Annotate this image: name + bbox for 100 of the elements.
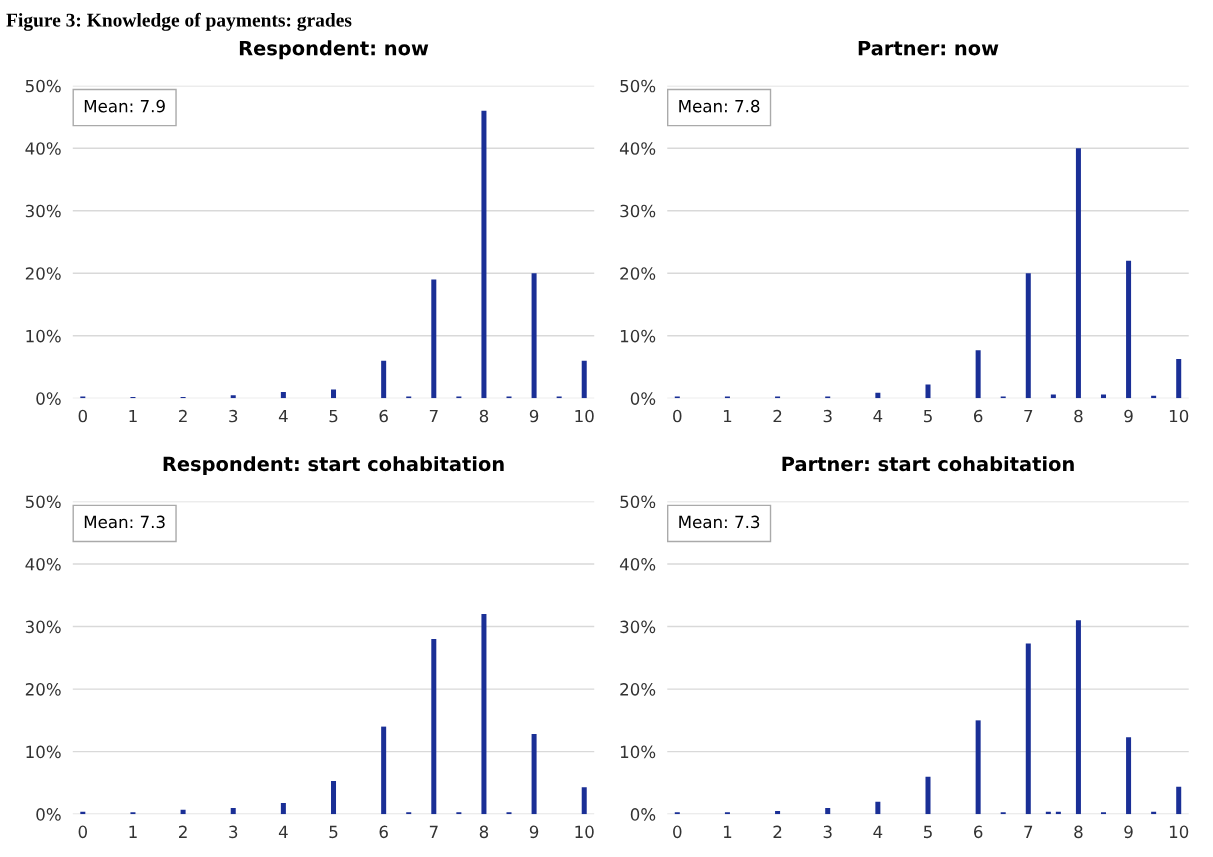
x-tick-label: 2 xyxy=(773,825,782,838)
bar xyxy=(825,807,831,815)
x-tick-label: 3 xyxy=(823,825,832,839)
x-tick-label: 0 xyxy=(78,409,87,423)
x-tick-label: 9 xyxy=(529,409,539,423)
annotation: Mean: 7.8 xyxy=(679,99,760,113)
bar xyxy=(381,360,387,399)
x-tick-label: 10 xyxy=(1169,825,1189,839)
x-tick-label: 2 xyxy=(773,409,782,423)
y-tick-label: 0% xyxy=(630,392,656,405)
x-tick-label: 8 xyxy=(479,409,489,423)
annotation: Mean: 7.3 xyxy=(679,515,760,529)
y-tick-label: 50% xyxy=(620,79,656,93)
x-tick-label: 4 xyxy=(278,825,288,838)
bar xyxy=(481,614,487,815)
x-tick-label: 4 xyxy=(278,409,288,423)
y-tick-label: 0% xyxy=(630,808,656,821)
bar xyxy=(1025,273,1031,399)
bar xyxy=(1075,620,1081,815)
x-tick-label: 7 xyxy=(429,409,438,423)
x-tick-label: 5 xyxy=(923,825,932,839)
x-tick-label: 9 xyxy=(1124,825,1133,839)
x-tick-label: 1 xyxy=(723,409,732,423)
x-tick-label: 7 xyxy=(1024,409,1033,423)
bar xyxy=(531,734,537,815)
x-tick-label: 8 xyxy=(1074,409,1083,423)
y-tick-label: 40% xyxy=(619,142,656,155)
bar xyxy=(280,802,286,815)
bar xyxy=(925,384,931,399)
x-tick-label: 1 xyxy=(129,409,137,423)
y-tick-label: 30% xyxy=(620,620,656,634)
x-tick-label: 8 xyxy=(1074,825,1083,839)
bar xyxy=(381,726,387,815)
y-tick-label: 10% xyxy=(620,329,656,343)
bar xyxy=(280,392,286,399)
x-tick-label: 3 xyxy=(229,409,238,423)
x-tick-label: 5 xyxy=(923,409,932,423)
bar xyxy=(230,395,236,399)
bar xyxy=(1075,148,1081,399)
bar xyxy=(431,639,437,815)
y-tick-label: 20% xyxy=(620,267,656,280)
bar xyxy=(481,110,487,399)
chart-title: Respondent: now xyxy=(239,40,429,60)
x-tick-label: 0 xyxy=(78,825,87,839)
bar xyxy=(1126,260,1132,399)
x-tick-label: 6 xyxy=(379,825,388,839)
chart-title: Partner: start cohabitation xyxy=(782,456,1074,472)
bar xyxy=(581,787,587,815)
bar xyxy=(975,720,981,815)
bar xyxy=(331,781,337,815)
x-tick-label: 10 xyxy=(575,825,594,839)
x-tick-label: 9 xyxy=(529,825,539,839)
bar xyxy=(230,807,236,815)
x-tick-label: 0 xyxy=(673,409,682,423)
y-tick-label: 50% xyxy=(25,79,61,93)
x-tick-label: 6 xyxy=(974,825,983,839)
x-tick-label: 3 xyxy=(823,409,832,423)
x-tick-label: 4 xyxy=(873,825,883,838)
bar xyxy=(531,273,537,399)
x-tick-label: 8 xyxy=(479,825,489,839)
x-tick-label: 3 xyxy=(229,825,238,839)
x-tick-label: 1 xyxy=(129,825,137,838)
x-tick-label: 5 xyxy=(329,825,338,839)
x-tick-label: 5 xyxy=(329,409,338,423)
x-tick-label: 4 xyxy=(873,409,883,423)
x-tick-label: 6 xyxy=(379,409,388,423)
x-tick-label: 1 xyxy=(723,825,732,838)
y-tick-label: 20% xyxy=(25,267,61,280)
annotation: Mean: 7.9 xyxy=(84,99,165,113)
y-tick-label: 10% xyxy=(620,745,656,759)
x-tick-label: 7 xyxy=(429,825,438,838)
bar xyxy=(1025,643,1031,815)
bar xyxy=(975,350,981,399)
y-tick-label: 0% xyxy=(36,808,61,821)
x-tick-label: 10 xyxy=(1169,409,1189,423)
chart-title: Respondent: start cohabitation xyxy=(163,456,504,475)
x-tick-label: 10 xyxy=(575,409,594,423)
y-tick-label: 40% xyxy=(25,558,61,571)
bar xyxy=(1176,358,1182,399)
bar xyxy=(775,811,781,815)
bar xyxy=(331,389,337,399)
bar xyxy=(581,360,587,399)
y-tick-label: 40% xyxy=(619,558,656,571)
x-tick-label: 7 xyxy=(1024,825,1033,838)
y-tick-label: 10% xyxy=(26,329,61,343)
y-tick-label: 0% xyxy=(36,392,61,405)
y-tick-label: 50% xyxy=(620,495,656,509)
y-tick-label: 20% xyxy=(25,683,61,696)
y-tick-label: 50% xyxy=(25,495,61,509)
y-tick-label: 30% xyxy=(25,620,61,634)
caption: Figure 3: Knowledge of payments: grades xyxy=(6,12,352,31)
y-tick-label: 30% xyxy=(25,204,61,218)
bar xyxy=(925,776,931,815)
bar xyxy=(875,801,881,815)
x-tick-label: 2 xyxy=(179,825,187,838)
bar xyxy=(1176,786,1182,815)
y-tick-label: 30% xyxy=(620,204,656,218)
x-tick-label: 6 xyxy=(974,409,983,423)
x-tick-label: 9 xyxy=(1124,409,1133,423)
bar xyxy=(431,279,437,399)
